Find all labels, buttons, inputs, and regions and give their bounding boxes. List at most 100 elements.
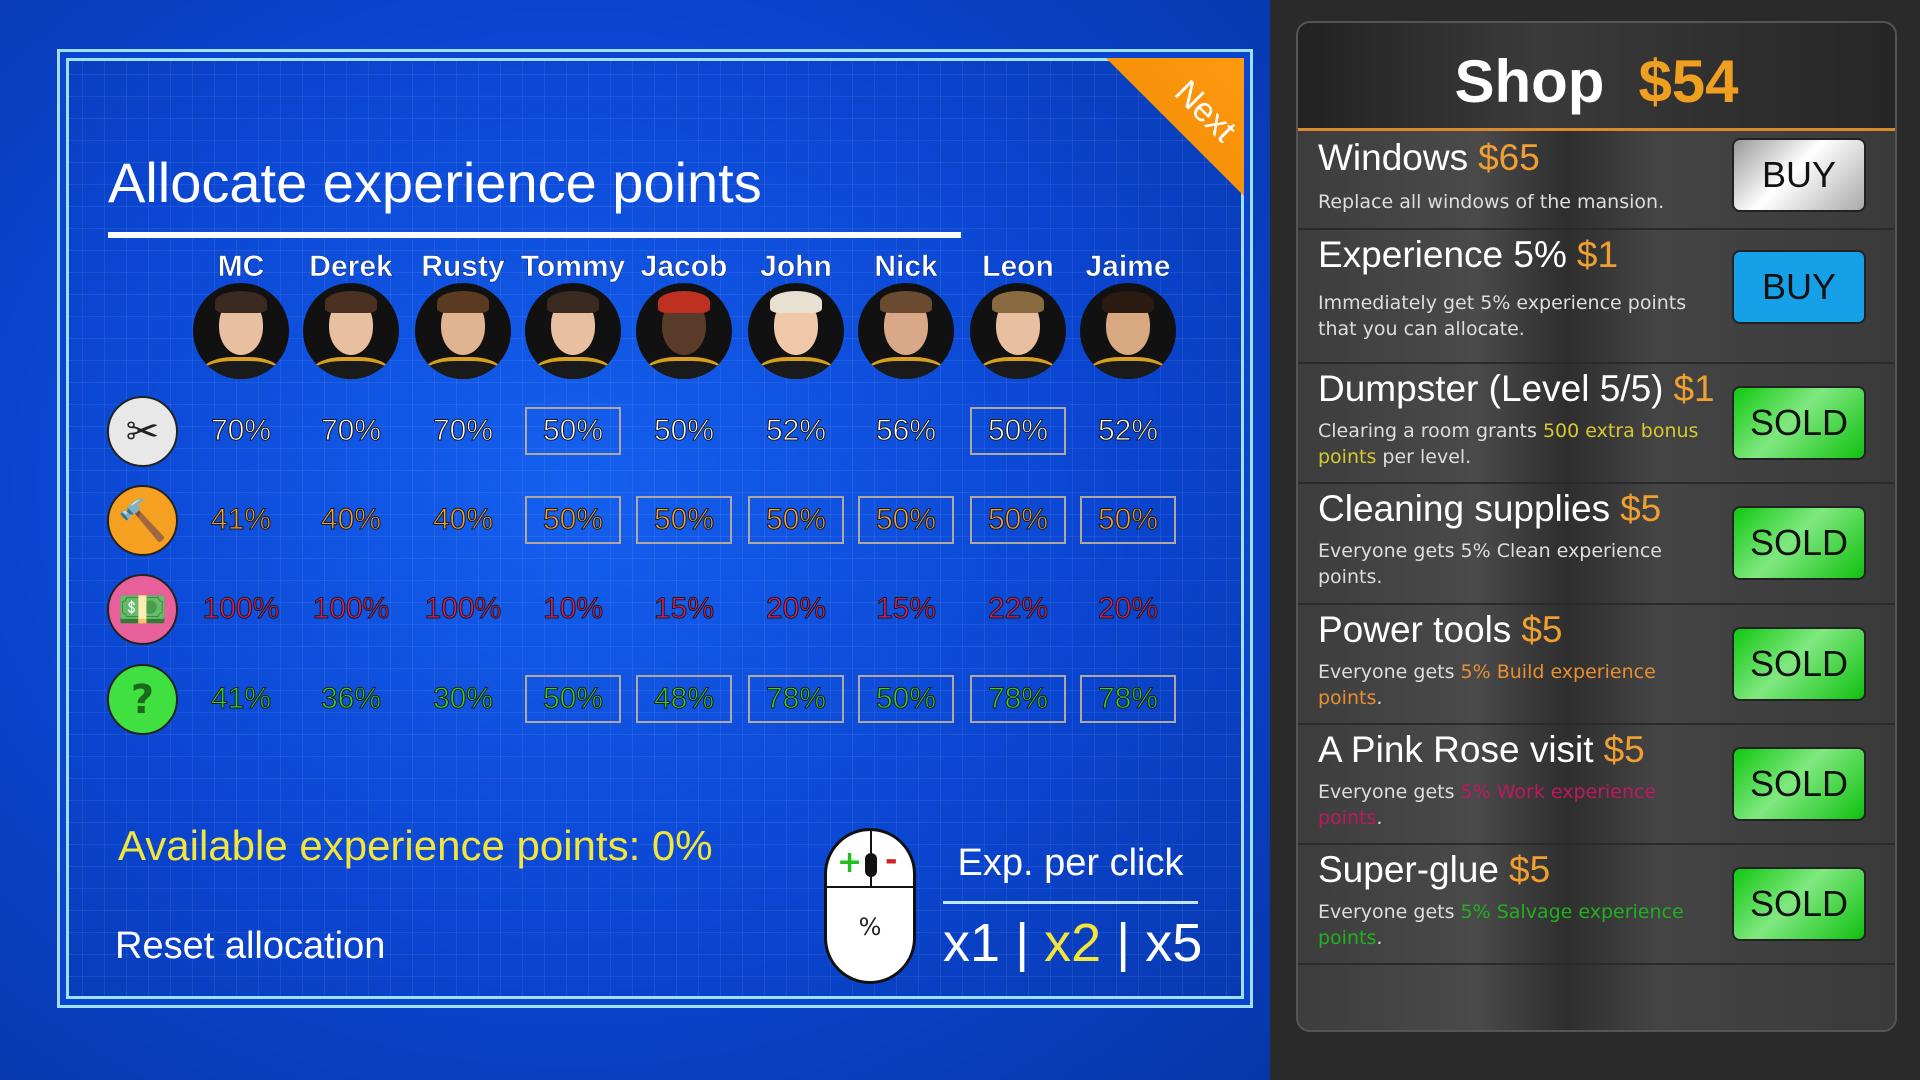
stat-cell[interactable]: 78% (748, 675, 844, 723)
percent-label: % (858, 913, 882, 941)
character-name: Leon (982, 250, 1054, 284)
item-description-highlight: 5% Salvage experience points (1318, 901, 1684, 949)
stat-cell[interactable]: 70% (210, 414, 272, 448)
multiplier-selector: x1 | x2 | x5 (943, 912, 1202, 974)
stat-cell[interactable]: 15% (653, 592, 715, 626)
stat-cell[interactable]: 78% (970, 675, 1066, 723)
sold-button[interactable]: SOLD (1732, 867, 1866, 941)
stat-cell[interactable]: 20% (1097, 592, 1159, 626)
stat-cell[interactable]: 50% (525, 675, 621, 723)
item-price: $1 (1673, 368, 1715, 409)
stat-cell[interactable]: 10% (542, 592, 604, 626)
stat-cell[interactable]: 30% (432, 682, 494, 716)
avatar-tommy[interactable] (525, 283, 621, 379)
stat-cell[interactable]: 41% (210, 682, 272, 716)
stat-cell[interactable]: 70% (432, 414, 494, 448)
stat-cell[interactable]: 50% (858, 675, 954, 723)
item-name: Experience 5% (1318, 234, 1567, 275)
stat-cell[interactable]: 50% (653, 414, 715, 448)
item-price: $1 (1576, 234, 1619, 275)
avatar-jacob[interactable] (636, 283, 732, 379)
item-price: $5 (1620, 488, 1662, 529)
item-description: Replace all windows of the mansion. (1318, 191, 1665, 213)
separator: | (1015, 913, 1030, 973)
stat-cell[interactable]: 50% (636, 496, 732, 544)
sold-button[interactable]: SOLD (1732, 386, 1866, 460)
avatar-rusty[interactable] (415, 283, 511, 379)
stat-cell[interactable]: 70% (320, 414, 382, 448)
sold-button[interactable]: SOLD (1732, 747, 1866, 821)
item-name: Cleaning supplies (1318, 488, 1611, 529)
shop-item: A Pink Rose visit $5 Everyone gets 5% Work… (1298, 725, 1895, 845)
item-description-tail: . (1376, 807, 1383, 829)
stat-cell[interactable]: 36% (320, 682, 382, 716)
item-name: Dumpster (Level 5/5) (1318, 368, 1664, 409)
item-price: $5 (1521, 609, 1563, 650)
character-name: Jaime (1085, 250, 1171, 284)
shop-item: Cleaning supplies $5 Everyone gets 5% Clea… (1298, 484, 1895, 605)
character-name: Rusty (421, 250, 505, 284)
stat-cell[interactable]: 50% (525, 407, 621, 455)
stat-cell[interactable]: 100% (424, 592, 502, 626)
shop-money: $54 (1638, 48, 1739, 115)
item-description: Everyone gets (1318, 901, 1461, 923)
stat-cell[interactable]: 50% (525, 496, 621, 544)
stat-cell[interactable]: 41% (210, 503, 272, 537)
stat-cell[interactable]: 50% (858, 496, 954, 544)
avatar-john-boy[interactable] (748, 283, 844, 379)
separator: | (1116, 913, 1131, 973)
shop-item: Power tools $5 Everyone gets 5% Build expe… (1298, 605, 1895, 725)
stat-cell[interactable]: 15% (875, 592, 937, 626)
stat-cell[interactable]: 52% (765, 414, 827, 448)
stat-cell[interactable]: 56% (875, 414, 937, 448)
stat-cell[interactable]: 52% (1097, 414, 1159, 448)
item-description-tail: . (1376, 927, 1383, 949)
shop-panel: Shop $54 Windows $65 Replace all windows of… (1296, 21, 1897, 1032)
avatar-derek[interactable] (303, 283, 399, 379)
shop-item: Dumpster (Level 5/5) $1 Clearing a room gr… (1298, 364, 1895, 484)
item-description-tail: . (1376, 687, 1383, 709)
reset-allocation-button[interactable]: Reset allocation (115, 925, 386, 967)
stat-cell[interactable]: 40% (320, 503, 382, 537)
stat-cell[interactable]: 48% (636, 675, 732, 723)
avatar-mc[interactable] (193, 283, 289, 379)
sold-button[interactable]: SOLD (1732, 506, 1866, 580)
salvage-icon: ✂ (107, 396, 178, 467)
stat-cell[interactable]: 50% (970, 407, 1066, 455)
stat-cell[interactable]: 40% (432, 503, 494, 537)
character-name: Nick (874, 250, 938, 284)
item-name: A Pink Rose visit (1318, 729, 1594, 770)
item-name: Power tools (1318, 609, 1512, 650)
item-description-highlight: 500 extra bonus points (1318, 420, 1699, 468)
buy-button[interactable]: BUY (1732, 138, 1866, 212)
shop-item: Experience 5% $1 Immediately get 5% experi… (1298, 230, 1895, 364)
stat-cell[interactable]: 20% (765, 592, 827, 626)
sold-button[interactable]: SOLD (1732, 627, 1866, 701)
character-name: MC (217, 250, 265, 284)
shop-header: Shop $54 (1298, 23, 1895, 131)
available-points: Available experience points: 0% (118, 822, 713, 869)
multiplier-x1[interactable]: x1 (943, 913, 1001, 973)
item-description: Everyone gets (1318, 781, 1461, 803)
item-price: $5 (1509, 849, 1551, 890)
avatar-nick[interactable] (858, 283, 954, 379)
stat-cell[interactable]: 50% (1080, 496, 1176, 544)
multiplier-x5[interactable]: x5 (1145, 913, 1203, 973)
character-name: Derek (309, 250, 393, 284)
exp-divider (943, 901, 1198, 904)
stat-cell[interactable]: 50% (970, 496, 1066, 544)
avatar-leon[interactable] (970, 283, 1066, 379)
stat-cell[interactable]: 78% (1080, 675, 1176, 723)
avatar-jaime[interactable] (1080, 283, 1176, 379)
item-description: Everyone gets 5% Clean experience points… (1318, 540, 1662, 588)
item-description-highlight: 5% Build experience points (1318, 661, 1656, 709)
stat-cell[interactable]: 50% (748, 496, 844, 544)
stat-cell[interactable]: 100% (202, 592, 280, 626)
multiplier-x2[interactable]: x2 (1044, 913, 1102, 973)
allocation-frame (57, 49, 1253, 1008)
buy-button[interactable]: BUY (1732, 250, 1866, 324)
mouse-icon: + - % (824, 828, 916, 984)
stat-cell[interactable]: 100% (312, 592, 390, 626)
item-price: $5 (1603, 729, 1645, 770)
stat-cell[interactable]: 22% (987, 592, 1049, 626)
